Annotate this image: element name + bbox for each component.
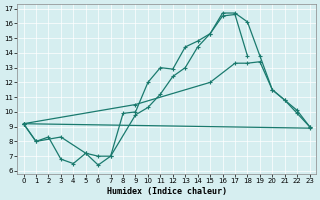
X-axis label: Humidex (Indice chaleur): Humidex (Indice chaleur) <box>107 187 227 196</box>
